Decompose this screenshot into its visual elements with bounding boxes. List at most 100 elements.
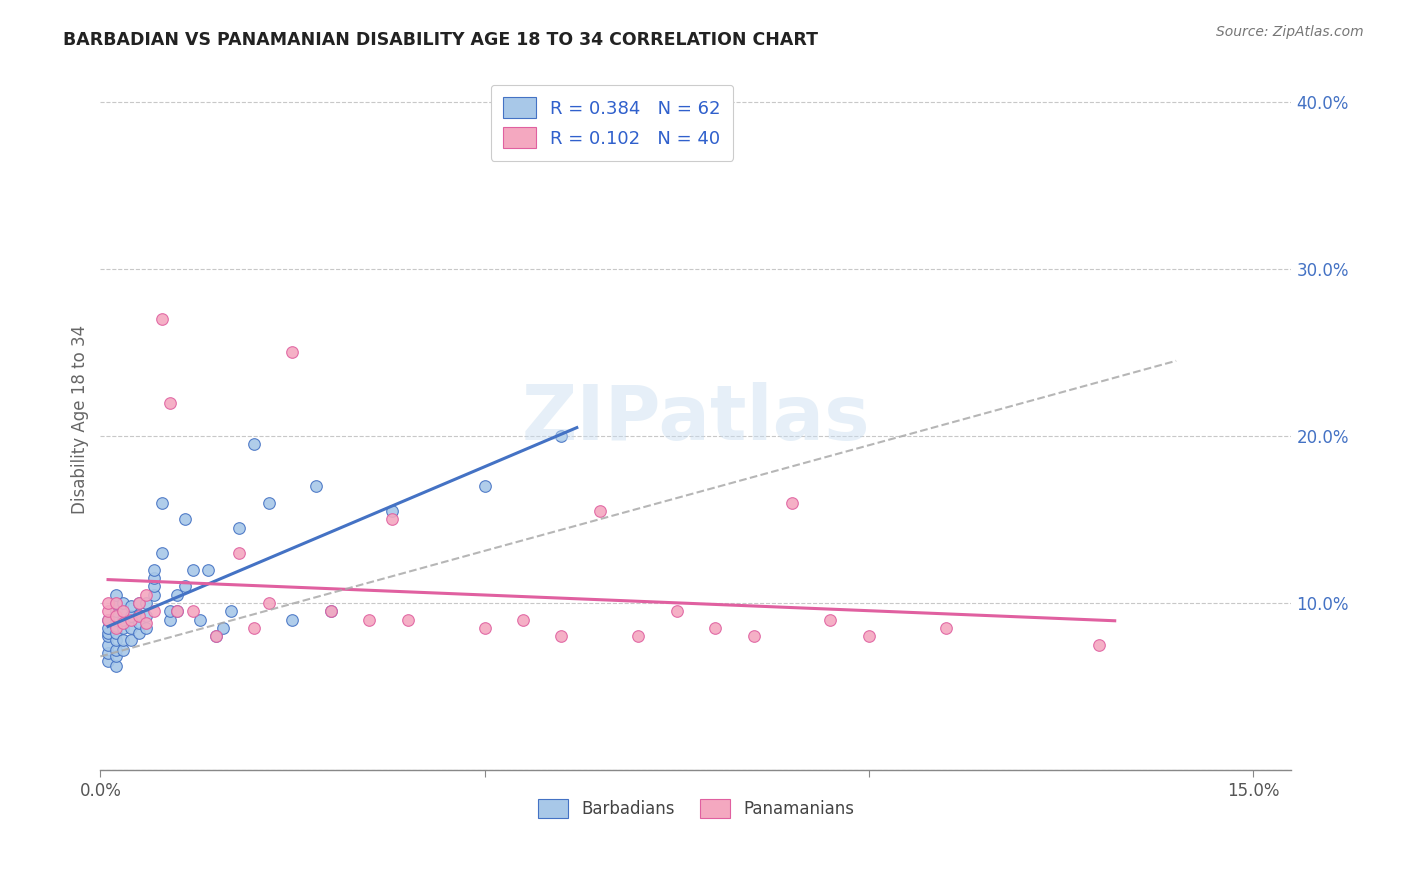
Point [112,604,135,618]
Point [627,629,650,643]
Point [104,596,127,610]
Point [259,596,281,610]
Point [228,521,250,535]
Point [197,563,219,577]
Point [474,621,496,635]
Point [935,621,957,635]
Point [135,615,157,630]
Point [150,546,173,560]
Point [135,609,157,624]
Y-axis label: Disability Age 18 to 34: Disability Age 18 to 34 [72,325,89,514]
Point [319,604,342,618]
Point [281,345,304,359]
Point [204,629,226,643]
Point [104,621,127,635]
Point [820,613,842,627]
Point [512,613,534,627]
Point [128,626,150,640]
Point [97,621,120,635]
Point [128,615,150,630]
Point [97,613,120,627]
Point [112,621,135,635]
Point [173,512,195,526]
Point [97,596,120,610]
Point [120,599,142,614]
Point [742,629,765,643]
Point [319,604,342,618]
Point [780,496,803,510]
Text: ZIPatlas: ZIPatlas [522,383,870,457]
Point [112,604,135,618]
Point [128,596,150,610]
Point [104,596,127,610]
Point [104,613,127,627]
Point [259,496,281,510]
Point [104,609,127,624]
Point [112,613,135,627]
Point [143,571,166,585]
Text: BARBADIAN VS PANAMANIAN DISABILITY AGE 18 TO 34 CORRELATION CHART: BARBADIAN VS PANAMANIAN DISABILITY AGE 1… [63,31,818,49]
Point [112,642,135,657]
Point [166,588,188,602]
Point [304,479,326,493]
Point [159,395,181,409]
Point [212,621,235,635]
Point [104,642,127,657]
Point [112,632,135,647]
Point [228,546,250,560]
Point [104,604,127,618]
Point [143,579,166,593]
Point [396,613,419,627]
Point [135,596,157,610]
Point [97,655,120,669]
Point [97,646,120,660]
Point [112,596,135,610]
Point [104,588,127,602]
Point [143,563,166,577]
Point [150,312,173,326]
Point [104,626,127,640]
Point [120,613,142,627]
Point [550,629,572,643]
Point [97,629,120,643]
Point [589,504,612,518]
Point [128,607,150,622]
Point [550,429,572,443]
Point [359,613,381,627]
Point [104,619,127,633]
Point [135,621,157,635]
Point [135,588,157,602]
Point [120,609,142,624]
Point [97,613,120,627]
Point [381,504,404,518]
Point [243,621,266,635]
Point [104,632,127,647]
Point [97,604,120,618]
Point [97,626,120,640]
Point [181,604,204,618]
Legend: Barbadians, Panamanians: Barbadians, Panamanians [531,792,860,825]
Point [104,649,127,664]
Point [159,613,181,627]
Point [128,596,150,610]
Point [166,604,188,618]
Point [166,604,188,618]
Point [1088,638,1111,652]
Point [474,479,496,493]
Point [104,659,127,673]
Point [173,579,195,593]
Point [665,604,688,618]
Point [112,615,135,630]
Point [219,604,242,618]
Point [143,588,166,602]
Point [120,621,142,635]
Point [204,629,226,643]
Point [704,621,727,635]
Point [281,613,304,627]
Point [159,604,181,618]
Point [381,512,404,526]
Point [188,613,211,627]
Point [181,563,204,577]
Point [150,496,173,510]
Point [143,604,166,618]
